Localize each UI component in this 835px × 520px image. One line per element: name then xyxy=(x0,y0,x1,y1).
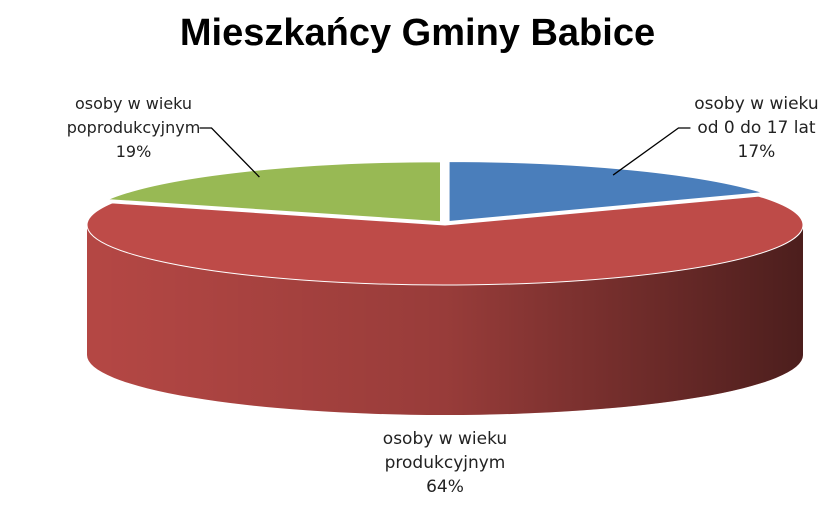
label-value: 64% xyxy=(426,477,464,497)
pie-slice xyxy=(448,161,763,223)
slice-top xyxy=(107,161,442,223)
label-name: osoby w wieku produkcyjnym xyxy=(382,429,508,473)
leader-line xyxy=(199,127,260,178)
leader-line xyxy=(612,127,691,176)
slice-side-shade xyxy=(87,225,803,415)
label-value: 17% xyxy=(737,142,776,162)
label-value: 19% xyxy=(115,142,152,161)
label-name: osoby w wieku od 0 do 17 lat xyxy=(694,94,819,138)
data-label: osoby w wieku produkcyjnym 64% xyxy=(370,427,520,499)
label-name: osoby w wieku poprodukcyjnym xyxy=(66,94,201,137)
data-label: osoby w wieku od 0 do 17 lat 17% xyxy=(681,92,831,164)
pie-slice xyxy=(107,161,442,223)
data-label: osoby w wieku poprodukcyjnym 19% xyxy=(59,92,209,164)
pie-slice xyxy=(86,195,804,415)
chart-title: Mieszkańcy Gminy Babice xyxy=(179,12,656,54)
slice-top xyxy=(86,195,804,286)
slice-top xyxy=(448,161,763,223)
